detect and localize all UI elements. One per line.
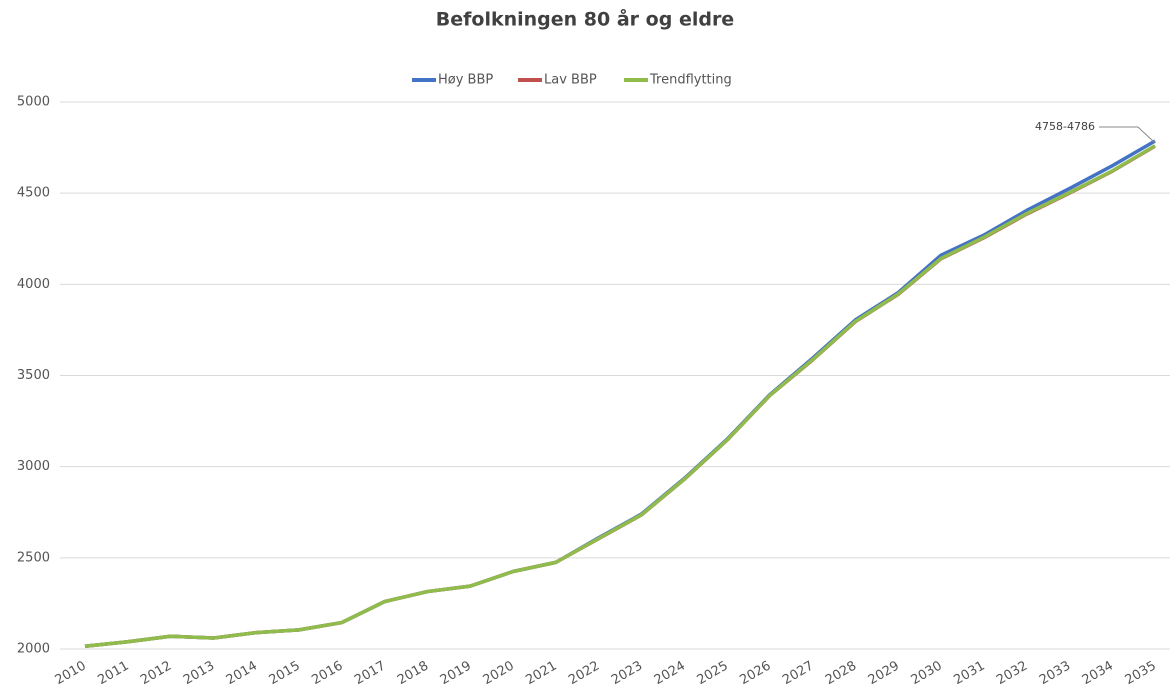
- y-tick-label: 4500: [17, 186, 50, 201]
- legend-label: Lav BBP: [544, 73, 597, 88]
- y-tick-label: 2000: [17, 642, 50, 657]
- y-tick-label: 4000: [17, 277, 50, 292]
- x-tick-label: 2028: [823, 659, 859, 689]
- x-tick-label: 2013: [181, 659, 217, 689]
- x-tick-label: 2031: [951, 659, 987, 689]
- series-line: [84, 139, 1156, 649]
- y-tick-label: 3000: [17, 459, 50, 474]
- legend-label: Trendflytting: [649, 73, 732, 88]
- x-tick-label: 2019: [438, 659, 474, 689]
- y-tick-label: 5000: [17, 95, 50, 110]
- x-tick-label: 2034: [1080, 659, 1116, 689]
- x-tick-label: 2024: [652, 659, 688, 689]
- x-tick-label: 2032: [994, 659, 1030, 689]
- x-tick-label: 2015: [267, 659, 303, 689]
- x-tick-label: 2026: [737, 659, 773, 689]
- x-tick-label: 2014: [224, 659, 260, 689]
- x-tick-label: 2029: [866, 659, 902, 689]
- series-line: [84, 144, 1156, 649]
- x-tick-label: 2010: [53, 659, 89, 689]
- x-tick-label: 2027: [780, 659, 816, 689]
- x-tick-label: 2018: [395, 659, 431, 689]
- y-tick-label: 3500: [17, 368, 50, 383]
- x-tick-label: 2017: [352, 659, 388, 689]
- x-tick-label: 2016: [309, 659, 345, 689]
- x-tick-label: 2022: [566, 659, 602, 689]
- x-tick-label: 2025: [695, 659, 731, 689]
- x-tick-label: 2035: [1123, 659, 1159, 689]
- x-tick-label: 2030: [909, 659, 945, 689]
- y-tick-label: 2500: [17, 550, 50, 565]
- x-tick-label: 2021: [523, 659, 559, 689]
- chart-title: Befolkningen 80 år og eldre: [436, 7, 734, 31]
- legend-label: Høy BBP: [438, 73, 493, 88]
- x-tick-label: 2011: [95, 659, 131, 689]
- x-tick-label: 2012: [138, 659, 174, 689]
- x-tick-label: 2033: [1037, 659, 1073, 689]
- series-line: [84, 144, 1156, 649]
- x-tick-label: 2023: [609, 659, 645, 689]
- x-tick-label: 2020: [481, 659, 517, 689]
- annotation: 4758-4786: [1035, 120, 1095, 133]
- annotation-leader: [1099, 126, 1156, 144]
